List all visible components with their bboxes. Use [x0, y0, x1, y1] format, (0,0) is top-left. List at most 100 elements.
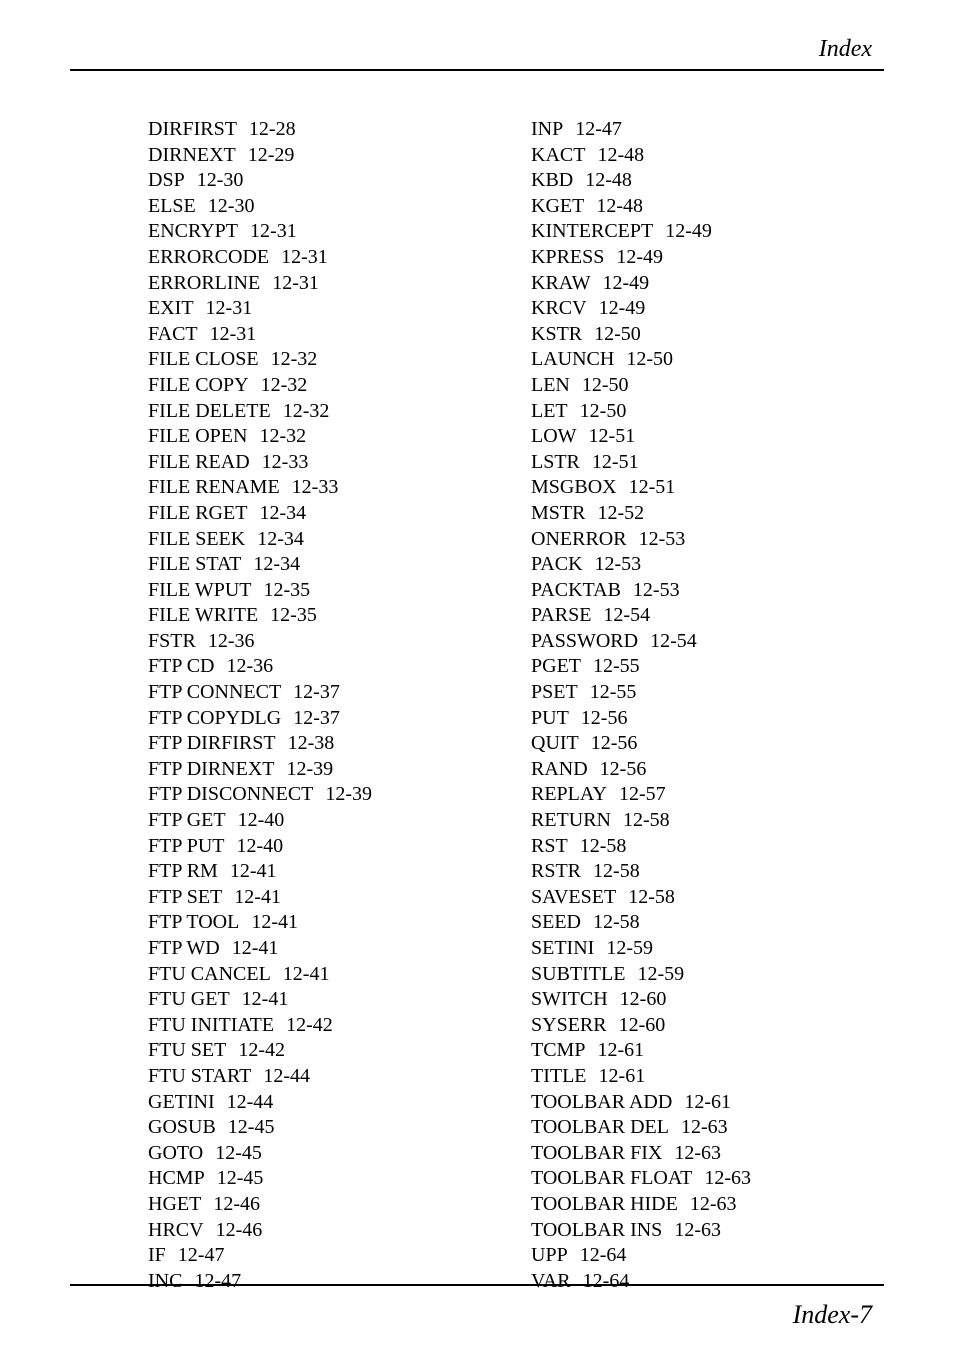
- index-page-ref: 12-48: [596, 195, 643, 217]
- index-term: ONERROR: [531, 528, 627, 550]
- index-term: KRCV: [531, 297, 587, 319]
- index-page-ref: 12-36: [227, 655, 274, 677]
- index-entry: FILE SEEK12-34: [148, 527, 501, 553]
- index-page-ref: 12-39: [325, 783, 372, 805]
- index-page-ref: 12-54: [650, 630, 697, 652]
- index-term: FILE SEEK: [148, 528, 245, 550]
- index-page-ref: 12-56: [581, 707, 628, 729]
- footer-rule: [70, 1284, 884, 1286]
- index-entry: FTP CONNECT12-37: [148, 680, 501, 706]
- index-entry: DIRFIRST12-28: [148, 117, 501, 143]
- index-entry: REPLAY12-57: [531, 782, 884, 808]
- index-page-ref: 12-36: [208, 630, 255, 652]
- index-term: LOW: [531, 425, 577, 447]
- index-entry: ELSE12-30: [148, 194, 501, 220]
- index-entry: FILE WPUT12-35: [148, 578, 501, 604]
- index-entry: FILE STAT 12-34: [148, 552, 501, 578]
- index-term: MSTR: [531, 502, 585, 524]
- index-entry: FTP DIRFIRST12-38: [148, 731, 501, 757]
- index-entry: SUBTITLE12-59: [531, 962, 884, 988]
- index-term: KINTERCEPT: [531, 220, 653, 242]
- index-term: PACK: [531, 553, 583, 575]
- index-entry: TCMP 12-61: [531, 1038, 884, 1064]
- index-entry: KPRESS12-49: [531, 245, 884, 271]
- index-entry: FTP DIRNEXT12-39: [148, 757, 501, 783]
- index-term: UPP: [531, 1244, 568, 1266]
- index-term: HCMP: [148, 1167, 205, 1189]
- index-entry: SETINI12-59: [531, 936, 884, 962]
- index-term: HGET: [148, 1193, 201, 1215]
- index-page-ref: 12-41: [234, 886, 281, 908]
- index-page-ref: 12-35: [264, 579, 311, 601]
- index-page-ref: 12-32: [261, 374, 308, 396]
- index-term: KSTR: [531, 323, 582, 345]
- index-entry: FSTR12-36: [148, 629, 501, 655]
- index-term: RETURN: [531, 809, 611, 831]
- index-entry: SEED12-58: [531, 910, 884, 936]
- index-term: ERRORCODE: [148, 246, 269, 268]
- index-entry: RETURN12-58: [531, 808, 884, 834]
- index-entry: MSGBOX 12-51: [531, 475, 884, 501]
- index-page-ref: 12-63: [674, 1142, 721, 1164]
- index-entry: FTP COPYDLG12-37: [148, 706, 501, 732]
- index-entry: MSTR12-52: [531, 501, 884, 527]
- index-entry: TOOLBAR ADD12-61: [531, 1090, 884, 1116]
- index-page-ref: 12-32: [283, 400, 330, 422]
- index-page-ref: 12-50: [594, 323, 641, 345]
- index-term: IF: [148, 1244, 166, 1266]
- index-term: DIRNEXT: [148, 144, 236, 166]
- index-term: TCMP: [531, 1039, 585, 1061]
- index-entry: QUIT12-56: [531, 731, 884, 757]
- index-entry: LAUNCH12-50: [531, 347, 884, 373]
- index-page-ref: 12-61: [597, 1039, 644, 1061]
- index-term: FTU START: [148, 1065, 251, 1087]
- index-entry: KINTERCEPT12-49: [531, 219, 884, 245]
- index-term: FTP CD: [148, 655, 215, 677]
- index-page-ref: 12-63: [690, 1193, 737, 1215]
- index-page-ref: 12-41: [242, 988, 289, 1010]
- index-entry: INP12-47: [531, 117, 884, 143]
- index-term: FTP DIRNEXT: [148, 758, 274, 780]
- index-entry: RSTR 12-58: [531, 859, 884, 885]
- index-page-ref: 12-32: [271, 348, 318, 370]
- index-page-ref: 12-45: [228, 1116, 275, 1138]
- index-entry: SAVESET12-58: [531, 885, 884, 911]
- index-entry: ENCRYPT12-31: [148, 219, 501, 245]
- index-entry: TOOLBAR FLOAT12-63: [531, 1166, 884, 1192]
- index-page-ref: 12-48: [585, 169, 632, 191]
- index-page-ref: 12-47: [575, 118, 622, 140]
- index-term: PASSWORD: [531, 630, 638, 652]
- index-entry: GETINI 12-44: [148, 1090, 501, 1116]
- index-entry: FTU CANCEL12-41: [148, 962, 501, 988]
- index-term: FILE STAT: [148, 553, 241, 575]
- index-page-ref: 12-46: [213, 1193, 260, 1215]
- index-page-ref: 12-47: [178, 1244, 225, 1266]
- index-entry: LSTR12-51: [531, 450, 884, 476]
- index-page-ref: 12-50: [626, 348, 673, 370]
- index-term: MSGBOX: [531, 476, 617, 498]
- index-term: FILE READ: [148, 451, 250, 473]
- index-term: RSTR: [531, 860, 581, 882]
- index-entry: PACK12-53: [531, 552, 884, 578]
- index-term: FILE COPY: [148, 374, 249, 396]
- index-term: TOOLBAR ADD: [531, 1091, 672, 1113]
- index-term: GETINI: [148, 1091, 215, 1113]
- index-term: RST: [531, 835, 568, 857]
- index-term: FTP DIRFIRST: [148, 732, 276, 754]
- index-page-ref: 12-51: [629, 476, 676, 498]
- index-page-ref: 12-41: [232, 937, 279, 959]
- index-entry: RST12-58: [531, 834, 884, 860]
- index-page-ref: 12-34: [253, 553, 300, 575]
- index-page-ref: 12-60: [620, 988, 667, 1010]
- index-page-ref: 12-45: [217, 1167, 264, 1189]
- index-page-ref: 12-44: [227, 1091, 274, 1113]
- index-page-ref: 12-40: [237, 835, 284, 857]
- index-page-ref: 12-55: [590, 681, 637, 703]
- index-page-ref: 12-64: [583, 1270, 630, 1292]
- index-entry: PACKTAB12-53: [531, 578, 884, 604]
- index-term: FTP RM: [148, 860, 218, 882]
- index-term: KPRESS: [531, 246, 604, 268]
- index-entry: HCMP 12-45: [148, 1166, 501, 1192]
- index-page-ref: 12-58: [593, 860, 640, 882]
- index-term: SWITCH: [531, 988, 608, 1010]
